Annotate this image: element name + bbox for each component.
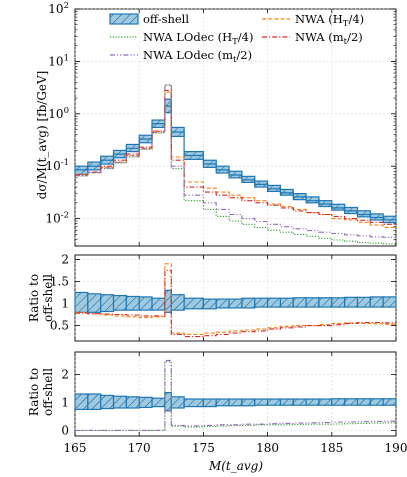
y-tick-label: 2 xyxy=(61,252,69,266)
x-tick-label: 185 xyxy=(320,441,343,455)
offshell-band-bin xyxy=(215,398,230,407)
offshell-band-bin xyxy=(344,296,359,308)
x-tick-label: 180 xyxy=(256,441,279,455)
offshell-band-bin xyxy=(254,297,269,308)
offshell-band-bin xyxy=(344,398,359,406)
y-tick-label: 1.5 xyxy=(50,274,69,288)
offshell-band-bin xyxy=(305,196,320,204)
offshell-band-bin xyxy=(125,295,140,311)
ratio2-ylabel-line1: Ratio to xyxy=(27,368,41,416)
ratio-line xyxy=(75,263,396,335)
offshell-band-bin xyxy=(87,293,102,313)
offshell-band-bin xyxy=(112,294,127,311)
offshell-band-bin xyxy=(305,398,320,406)
offshell-band-bin xyxy=(318,398,333,406)
ratio-line xyxy=(75,269,396,338)
x-tick-label: 175 xyxy=(192,441,215,455)
offshell-band-bin xyxy=(279,297,294,308)
ratio1-ylabel-line2: off-shell xyxy=(41,274,55,322)
offshell-band-bin xyxy=(267,398,282,406)
legend-label: NWA (HT/4) xyxy=(295,12,364,29)
offshell-band-bin xyxy=(138,296,153,311)
offshell-band-bin xyxy=(254,398,269,406)
series-line xyxy=(75,89,396,225)
ratio2-panel: 0 1 2 165 170 175 180 185 190 xyxy=(61,351,407,455)
offshell-band-bin xyxy=(74,291,89,313)
offshell-band-bin xyxy=(112,395,127,409)
xlabel: M(t_avg) xyxy=(208,459,263,473)
offshell-central-line xyxy=(75,105,396,221)
offshell-band-bin xyxy=(125,396,140,409)
offshell-band-bin xyxy=(356,296,371,308)
offshell-band-bin xyxy=(164,289,172,313)
offshell-band-bin xyxy=(138,396,153,409)
offshell-band-bin xyxy=(164,392,172,412)
offshell-band-bin xyxy=(151,297,166,311)
offshell-band-bin xyxy=(279,398,294,406)
y-tick-label: 101 xyxy=(48,53,69,68)
offshell-band-bin xyxy=(100,394,115,410)
y-tick-label: 0.5 xyxy=(50,319,69,333)
y-tick-label: 1 xyxy=(61,395,69,409)
legend: off-shell NWA (HT/4) NWA LOdec (HT/4) NWA (… xyxy=(109,12,364,65)
series-line xyxy=(75,84,396,245)
x-tick-label: 170 xyxy=(128,441,151,455)
legend-swatch-band xyxy=(109,13,139,25)
offshell-band-bin xyxy=(183,297,204,310)
offshell-band-bin xyxy=(356,210,371,218)
offshell-band-bin xyxy=(331,203,346,211)
offshell-band-bin xyxy=(331,297,346,308)
offshell-band-bin xyxy=(331,398,346,406)
legend-label: NWA LOdec (HT/4) xyxy=(143,30,253,47)
offshell-band-bin xyxy=(369,296,384,308)
offshell-band-bin xyxy=(318,297,333,308)
offshell-band-bin xyxy=(151,397,166,408)
offshell-band-bin xyxy=(170,396,185,409)
offshell-band-bin xyxy=(228,398,243,407)
legend-label: off-shell xyxy=(143,12,189,26)
offshell-band-bin xyxy=(382,398,397,406)
main-panel: 10-2 10-1 100 101 102 xyxy=(45,1,397,247)
ratio-line xyxy=(75,359,396,431)
offshell-band-bin xyxy=(87,393,102,410)
offshell-band-bin xyxy=(292,297,307,308)
y-tick-label: 2 xyxy=(61,367,69,381)
y-tick-label: 100 xyxy=(48,106,69,121)
legend-label: NWA LOdec (mt/2) xyxy=(143,48,252,65)
x-tick-label: 190 xyxy=(385,441,407,455)
offshell-band-bin xyxy=(292,398,307,406)
offshell-band-bin xyxy=(382,296,397,308)
offshell-band-bin xyxy=(215,298,230,309)
y-tick-label: 0 xyxy=(61,423,69,437)
offshell-band-bin xyxy=(241,297,256,309)
offshell-band-bin xyxy=(356,398,371,406)
offshell-band-bin xyxy=(369,398,384,406)
offshell-band-bin xyxy=(241,398,256,407)
offshell-band-bin xyxy=(267,297,282,308)
y-tick-label: 10-2 xyxy=(45,211,69,226)
series-line xyxy=(75,84,396,238)
y-tick-label: 1 xyxy=(61,297,69,311)
main-ylabel: dσ/M(t_avg) [fb/GeV] xyxy=(35,71,49,200)
offshell-band-bin xyxy=(228,298,243,309)
y-tick-label: 10-1 xyxy=(45,158,69,173)
ratio-line xyxy=(75,361,396,431)
legend-label: NWA (mt/2) xyxy=(295,30,363,47)
ratio1-ylabel-line1: Ratio to xyxy=(27,274,41,322)
ratio1-panel: 0.5 1 1.5 2 xyxy=(50,252,397,342)
offshell-band-bin xyxy=(305,297,320,308)
offshell-band-bin xyxy=(170,294,185,311)
offshell-band-bin xyxy=(100,294,115,313)
offshell-band-bin xyxy=(202,298,217,310)
x-tick-label: 165 xyxy=(64,441,87,455)
offshell-band-bin xyxy=(183,398,204,408)
ratio2-ylabel-line2: off-shell xyxy=(41,368,55,416)
offshell-band-bin xyxy=(74,393,89,410)
offshell-band-bin xyxy=(202,398,217,408)
y-tick-label: 102 xyxy=(48,1,69,16)
